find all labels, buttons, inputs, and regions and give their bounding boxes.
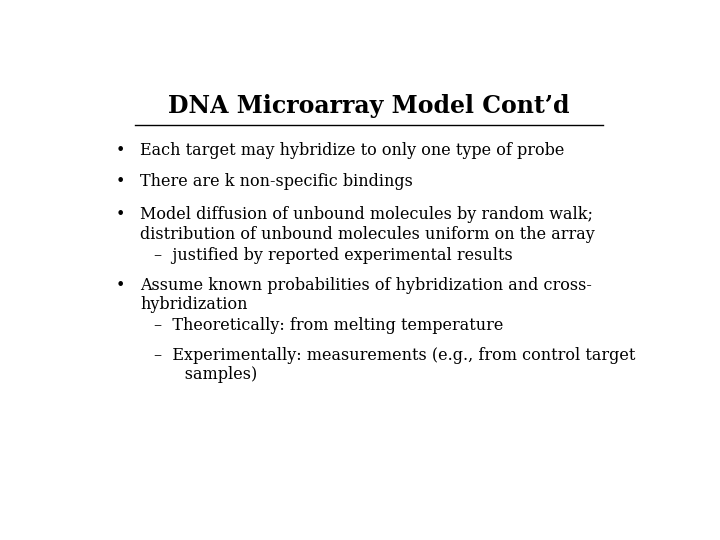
Text: •: • (116, 141, 125, 159)
Text: •: • (116, 173, 125, 190)
Text: Assume known probabilities of hybridization and cross-
hybridization: Assume known probabilities of hybridizat… (140, 277, 592, 313)
Text: –  Experimentally: measurements (e.g., from control target
      samples): – Experimentally: measurements (e.g., fr… (154, 347, 636, 383)
Text: There are k non-specific bindings: There are k non-specific bindings (140, 173, 413, 190)
Text: •: • (116, 277, 125, 294)
Text: DNA Microarray Model Cont’d: DNA Microarray Model Cont’d (168, 94, 570, 118)
Text: Model diffusion of unbound molecules by random walk;
distribution of unbound mol: Model diffusion of unbound molecules by … (140, 206, 595, 243)
Text: •: • (116, 206, 125, 223)
Text: –  justified by reported experimental results: – justified by reported experimental res… (154, 246, 513, 264)
Text: Each target may hybridize to only one type of probe: Each target may hybridize to only one ty… (140, 141, 564, 159)
Text: –  Theoretically: from melting temperature: – Theoretically: from melting temperatur… (154, 317, 503, 334)
